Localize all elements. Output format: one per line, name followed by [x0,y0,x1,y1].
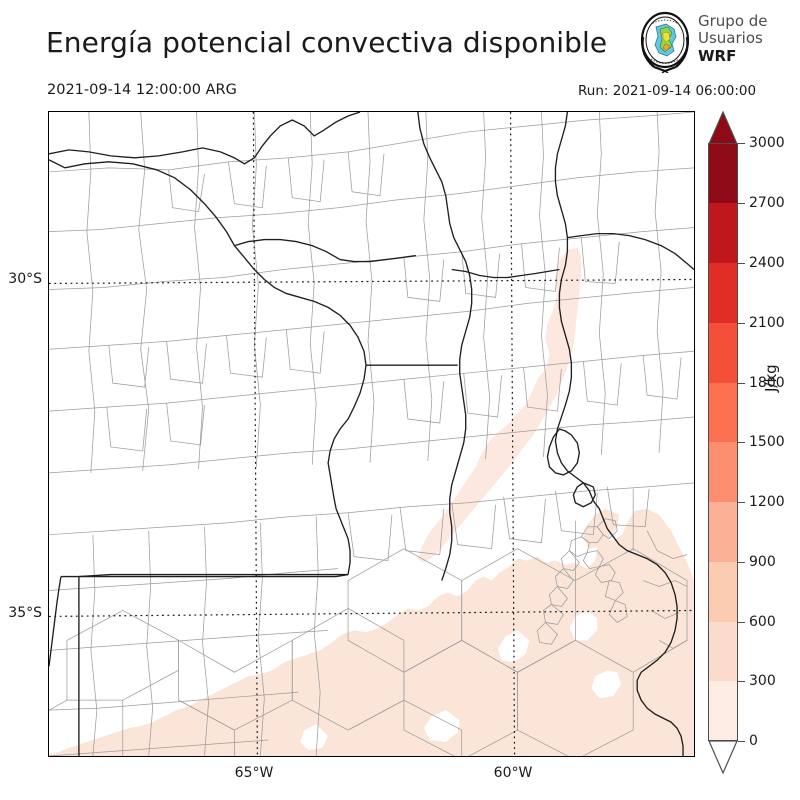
colorbar-ticklabel-2700: 2700 [749,195,785,211]
colorbar-band-300-600 [708,622,738,681]
xtick-label-60W: 60°W [493,765,533,781]
colorbar-band-1500-1800 [708,383,738,442]
colorbar-tick-3000 [738,143,745,144]
ytick-label-35S: 35°S [8,605,42,621]
colorbar-tick-600 [738,622,745,623]
colorbar: 3000 2700 2400 2100 1800 1500 1200 900 6… [708,111,785,774]
colorbar-band-1800-2100 [708,323,738,383]
colorbar-tick-1500 [738,442,745,443]
page-title: Energía potencial convectiva disponible [46,26,608,59]
colorbar-over-arrow [708,111,738,145]
colorbar-tick-1200 [738,502,745,503]
colorbar-tick-2400 [738,263,745,264]
ytick-label-30S: 30°S [8,271,42,287]
colorbar-ticklabel-1200: 1200 [749,494,785,510]
colorbar-tick-1800 [738,383,745,384]
colorbar-ticklabel-3000: 3000 [749,135,785,151]
model-run-label: Run: 2021-09-14 06:00:00 [578,83,757,99]
colorbar-ticklabel-2400: 2400 [749,255,785,271]
colorbar-ticklabel-1800: 1800 [749,375,785,391]
colorbar-band-1200-1500 [708,442,738,502]
colorbar-band-2100-2400 [708,263,738,323]
colorbar-ticklabel-600: 600 [749,614,776,630]
xtick-label-65W: 65°W [234,765,274,781]
logo-line-1: Grupo de [698,12,768,30]
logo-text: Grupo de Usuarios WRF [698,12,796,66]
logo-line-3: WRF [698,47,737,65]
colorbar-tick-2700 [738,203,745,204]
map-plot-area [48,111,695,757]
wrf-user-group-seal-icon [640,11,690,73]
colorbar-band-600-900 [708,562,738,622]
valid-time-label: 2021-09-14 12:00:00 ARG [47,82,237,98]
cape-shading-layer [49,247,694,756]
logo-line-2: Usuarios [698,29,763,47]
colorbar-band-2400-2700 [708,203,738,263]
colorbar-ticklabel-900: 900 [749,554,776,570]
colorbar-unit-label: J/kg [762,364,780,392]
colorbar-tick-900 [738,562,745,563]
map-canvas [49,112,694,756]
logo: Grupo de Usuarios WRF [636,11,796,75]
colorbar-ticklabel-300: 300 [749,673,776,689]
colorbar-tick-0 [738,741,745,742]
province-boundaries [49,112,694,756]
colorbar-band-900-1200 [708,502,738,562]
colorbar-band-2700-3000 [708,143,738,203]
colorbar-ticklabel-1500: 1500 [749,434,785,450]
colorbar-band-0-300 [708,681,738,741]
department-boundaries [49,112,694,756]
colorbar-ticklabel-0: 0 [749,733,758,749]
colorbar-ticklabel-2100: 2100 [749,315,785,331]
colorbar-tick-2100 [738,323,745,324]
colorbar-tick-300 [738,681,745,682]
colorbar-under-arrow [708,740,738,774]
graticule-lon-65W [252,112,258,756]
